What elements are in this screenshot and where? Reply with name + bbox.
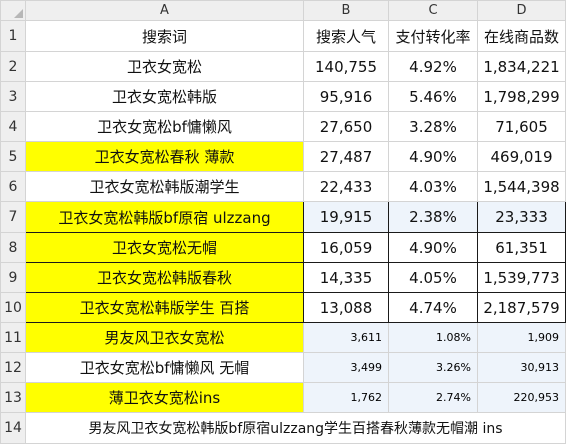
cell-conversion[interactable]: 4.05% bbox=[388, 262, 478, 293]
row-header[interactable]: 1 bbox=[0, 20, 26, 52]
select-all-corner[interactable] bbox=[0, 0, 26, 21]
cell-conversion[interactable]: 4.92% bbox=[388, 51, 478, 82]
column-header-a[interactable]: A bbox=[25, 0, 304, 21]
cell-keyword-highlighted[interactable]: 卫衣女宽松无帽 bbox=[25, 232, 304, 263]
cell-header-products[interactable]: 在线商品数 bbox=[477, 20, 566, 52]
row-header[interactable]: 2 bbox=[0, 51, 26, 82]
row-header[interactable]: 6 bbox=[0, 171, 26, 202]
cell-products[interactable]: 23,333 bbox=[477, 201, 566, 233]
column-header-b[interactable]: B bbox=[303, 0, 389, 21]
cell-products[interactable]: 2,187,579 bbox=[477, 292, 566, 323]
cell-popularity[interactable]: 14,335 bbox=[303, 262, 389, 293]
cell-popularity[interactable]: 3,611 bbox=[303, 322, 389, 353]
cell-keyword[interactable]: 卫衣女宽松bf慵懒风 bbox=[25, 111, 304, 142]
row-header[interactable]: 12 bbox=[0, 352, 26, 383]
cell-keyword-highlighted[interactable]: 卫衣女宽松春秋 薄款 bbox=[25, 141, 304, 172]
cell-header-conversion[interactable]: 支付转化率 bbox=[388, 20, 478, 52]
cell-keyword-highlighted[interactable]: 薄卫衣女宽松ins bbox=[25, 382, 304, 413]
cell-products[interactable]: 220,953 bbox=[477, 382, 566, 413]
row-header[interactable]: 5 bbox=[0, 141, 26, 172]
cell-conversion[interactable]: 4.90% bbox=[388, 232, 478, 263]
cell-products[interactable]: 1,539,773 bbox=[477, 262, 566, 293]
row-header[interactable]: 13 bbox=[0, 382, 26, 413]
row-header[interactable]: 9 bbox=[0, 262, 26, 293]
cell-products[interactable]: 71,605 bbox=[477, 111, 566, 142]
cell-conversion[interactable]: 4.90% bbox=[388, 141, 478, 172]
cell-keyword-highlighted[interactable]: 卫衣女宽松韩版bf原宿 ulzzang bbox=[25, 201, 304, 233]
cell-conversion[interactable]: 5.46% bbox=[388, 81, 478, 112]
column-header-d[interactable]: D bbox=[477, 0, 566, 21]
cell-keyword[interactable]: 卫衣女宽松 bbox=[25, 51, 304, 82]
cell-popularity[interactable]: 22,433 bbox=[303, 171, 389, 202]
cell-conversion[interactable]: 2.38% bbox=[388, 201, 478, 233]
cell-products[interactable]: 469,019 bbox=[477, 141, 566, 172]
cell-popularity[interactable]: 19,915 bbox=[303, 201, 389, 233]
row-header[interactable]: 11 bbox=[0, 322, 26, 353]
row-header[interactable]: 4 bbox=[0, 111, 26, 142]
row-header[interactable]: 8 bbox=[0, 232, 26, 263]
cell-products[interactable]: 61,351 bbox=[477, 232, 566, 263]
cell-conversion[interactable]: 4.03% bbox=[388, 171, 478, 202]
cell-products[interactable]: 30,913 bbox=[477, 352, 566, 383]
cell-conversion[interactable]: 3.26% bbox=[388, 352, 478, 383]
cell-conversion[interactable]: 3.28% bbox=[388, 111, 478, 142]
cell-combined-keywords[interactable]: 男友风卫衣女宽松韩版bf原宿ulzzang学生百搭春秋薄款无帽潮 ins bbox=[25, 412, 566, 444]
cell-products[interactable]: 1,834,221 bbox=[477, 51, 566, 82]
cell-products[interactable]: 1,909 bbox=[477, 322, 566, 353]
cell-products[interactable]: 1,798,299 bbox=[477, 81, 566, 112]
row-header[interactable]: 14 bbox=[0, 412, 26, 444]
column-header-c[interactable]: C bbox=[388, 0, 478, 21]
row-header[interactable]: 7 bbox=[0, 201, 26, 233]
cell-header-keyword[interactable]: 搜索词 bbox=[25, 20, 304, 52]
row-header[interactable]: 10 bbox=[0, 292, 26, 323]
cell-products[interactable]: 1,544,398 bbox=[477, 171, 566, 202]
cell-conversion[interactable]: 2.74% bbox=[388, 382, 478, 413]
cell-header-popularity[interactable]: 搜索人气 bbox=[303, 20, 389, 52]
cell-popularity[interactable]: 140,755 bbox=[303, 51, 389, 82]
row-header[interactable]: 3 bbox=[0, 81, 26, 112]
cell-keyword-highlighted[interactable]: 男友风卫衣女宽松 bbox=[25, 322, 304, 353]
cell-popularity[interactable]: 3,499 bbox=[303, 352, 389, 383]
cell-keyword-highlighted[interactable]: 卫衣女宽松韩版春秋 bbox=[25, 262, 304, 293]
cell-keyword[interactable]: 卫衣女宽松bf慵懒风 无帽 bbox=[25, 352, 304, 383]
cell-keyword[interactable]: 卫衣女宽松韩版潮学生 bbox=[25, 171, 304, 202]
cell-conversion[interactable]: 1.08% bbox=[388, 322, 478, 353]
cell-popularity[interactable]: 1,762 bbox=[303, 382, 389, 413]
cell-keyword[interactable]: 卫衣女宽松韩版 bbox=[25, 81, 304, 112]
cell-popularity[interactable]: 13,088 bbox=[303, 292, 389, 323]
cell-popularity[interactable]: 16,059 bbox=[303, 232, 389, 263]
select-all-triangle-icon bbox=[14, 9, 23, 18]
cell-popularity[interactable]: 27,487 bbox=[303, 141, 389, 172]
cell-keyword-highlighted[interactable]: 卫衣女宽松韩版学生 百搭 bbox=[25, 292, 304, 323]
cell-popularity[interactable]: 95,916 bbox=[303, 81, 389, 112]
cell-popularity[interactable]: 27,650 bbox=[303, 111, 389, 142]
cell-conversion[interactable]: 4.74% bbox=[388, 292, 478, 323]
